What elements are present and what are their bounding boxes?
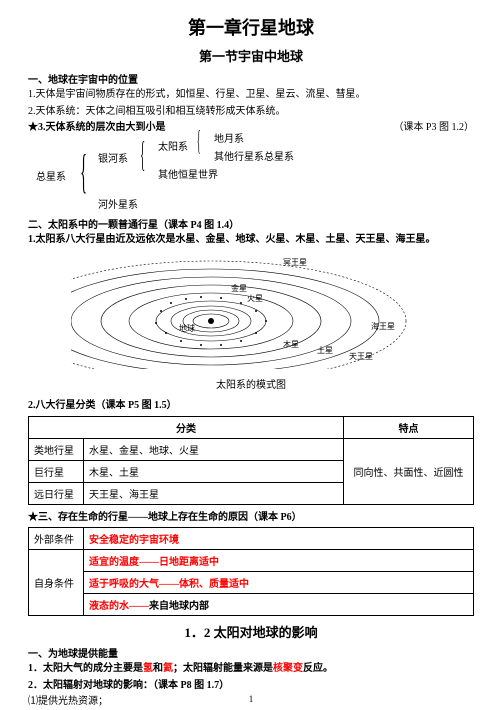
h-level0: 总星系 bbox=[36, 168, 66, 183]
td-r1c1: 水星、金星、地球、火星 bbox=[84, 438, 344, 460]
para-4-2: 2．太阳辐射对地球的影响：（课本 P8 图 1.7） bbox=[28, 679, 474, 694]
h-level1a: 银河系 bbox=[98, 150, 128, 165]
cond-r2c3a: 液态的水—— bbox=[89, 601, 149, 612]
section-3-head: 三、存在生命的行星——地球上存在生命的原因（课本 P6） bbox=[28, 511, 474, 526]
para-1-3: 3.天体系统的层次由大到小是 （课本 P3 图 1.2） bbox=[28, 121, 474, 136]
th-feature: 特点 bbox=[344, 416, 474, 438]
label-saturn: 土星 bbox=[317, 345, 333, 355]
label-neptune: 海王星 bbox=[371, 321, 395, 331]
cond-r2c1: 适宜的温度——日地距离适中 bbox=[84, 550, 474, 572]
para-4-1: 1．太阳大气的成分主要是氢和氦；太阳辐射能量来源是核聚变反应。 bbox=[28, 662, 474, 677]
planets-table: 分类 特点 类地行星 水星、金星、地球、火星 同向性、共面性、近圆性 巨行星 木… bbox=[28, 416, 474, 505]
label-earth: 地球 bbox=[179, 323, 195, 333]
cond-r2c1b: 日地距离适中 bbox=[159, 557, 219, 568]
cond-r2c3b: 来自地球内部 bbox=[149, 601, 209, 612]
cond-r2c0: 自身条件 bbox=[29, 550, 84, 616]
td-r2c0: 巨行星 bbox=[29, 460, 84, 482]
cond-r1c0: 外部条件 bbox=[29, 528, 84, 550]
td-feature: 同向性、共面性、近圆性 bbox=[344, 438, 474, 504]
section-title: 第一节宇宙中地球 bbox=[28, 46, 474, 65]
h-level2b: 其他恒星世界 bbox=[158, 166, 218, 181]
label-jupiter: 木星 bbox=[283, 339, 299, 349]
cond-r1c1: 安全稳定的宇宙环境 bbox=[84, 528, 474, 550]
p4-1d: 氦 bbox=[163, 663, 173, 674]
p4-1b: 氢 bbox=[143, 663, 153, 674]
td-r3c1: 天王星、海王星 bbox=[84, 482, 344, 504]
hierarchy-diagram: 总星系 { 银河系 河外星系 { 太阳系 其他恒星世界 { 地月系 其他行星系总… bbox=[66, 138, 474, 210]
cond-r2c1a: 适宜的温度—— bbox=[89, 557, 159, 568]
cond-r2c2a: 适于呼吸的大气—— bbox=[89, 579, 179, 590]
para-1-3-ref: （课本 P3 图 1.2） bbox=[393, 121, 474, 136]
label-uranus: 天王星 bbox=[349, 352, 373, 361]
para-1-2: 2.天体系统：天体之间相互吸引和相互绕转形成天体系统。 bbox=[28, 105, 474, 120]
para-2-1: 1.太阳系八大行星由近及远依次是水星、金星、地球、火星、木星、土星、天王星、海王… bbox=[28, 233, 474, 248]
td-r2c1: 木星、土星 bbox=[84, 460, 344, 482]
cond-r2c3: 液态的水——来自地球内部 bbox=[84, 594, 474, 616]
section-2b-head: 2.八大行星分类（课本 P5 图 1.5） bbox=[28, 399, 474, 414]
td-r1c0: 类地行星 bbox=[29, 438, 84, 460]
h-level3b: 其他行星系总星系 bbox=[214, 148, 294, 163]
para-1-3-text: 3.天体系统的层次由大到小是 bbox=[38, 122, 166, 133]
diagram-caption: 太阳系的模式图 bbox=[28, 376, 474, 391]
p4-1f: 核聚变 bbox=[273, 663, 303, 674]
h-level1b: 河外星系 bbox=[98, 196, 138, 211]
para-1-1: 1.天体是宇宙间物质存在的形式，如恒星、行星、卫星、星云、流星、彗星。 bbox=[28, 88, 474, 103]
th-category: 分类 bbox=[29, 416, 344, 438]
chapter-title: 第一章行星地球 bbox=[28, 14, 474, 40]
label-pluto: 冥王星 bbox=[283, 258, 307, 267]
solar-system-diagram: 地球 木星 土星 天王星 海王星 冥王星 金星 火星 bbox=[28, 251, 474, 372]
section-1-head: 一、地球在宇宙中的位置 bbox=[28, 71, 474, 86]
cond-r2c2: 适于呼吸的大气——体积、质量适中 bbox=[84, 572, 474, 594]
p4-1g: 反应。 bbox=[303, 663, 333, 674]
page-number: 1 bbox=[0, 694, 502, 704]
section-1-2-title: 1．2 太阳对地球的影响 bbox=[28, 622, 474, 641]
cond-r2c2b: 体积、质量适中 bbox=[179, 579, 249, 590]
section-2-head: 二、太阳系中的一颗普通行星（课本 P4 图 1.4） bbox=[28, 216, 474, 231]
label-mars: 火星 bbox=[247, 294, 263, 303]
conditions-table: 外部条件 安全稳定的宇宙环境 自身条件 适宜的温度——日地距离适中 适于呼吸的大… bbox=[28, 527, 474, 616]
h-level2a: 太阳系 bbox=[158, 138, 188, 153]
td-r3c0: 远日行星 bbox=[29, 482, 84, 504]
label-venus: 金星 bbox=[231, 283, 247, 293]
p4-1e: ；太阳辐射能量来源是 bbox=[173, 663, 273, 674]
p4-1a: 1．太阳大气的成分主要是 bbox=[28, 663, 143, 674]
section-3-text: 三、存在生命的行星——地球上存在生命的原因（课本 P6） bbox=[38, 512, 302, 523]
p4-1c: 和 bbox=[153, 663, 163, 674]
section-4-head: 一、为地球提供能量 bbox=[28, 645, 474, 660]
h-level3a: 地月系 bbox=[214, 130, 244, 145]
